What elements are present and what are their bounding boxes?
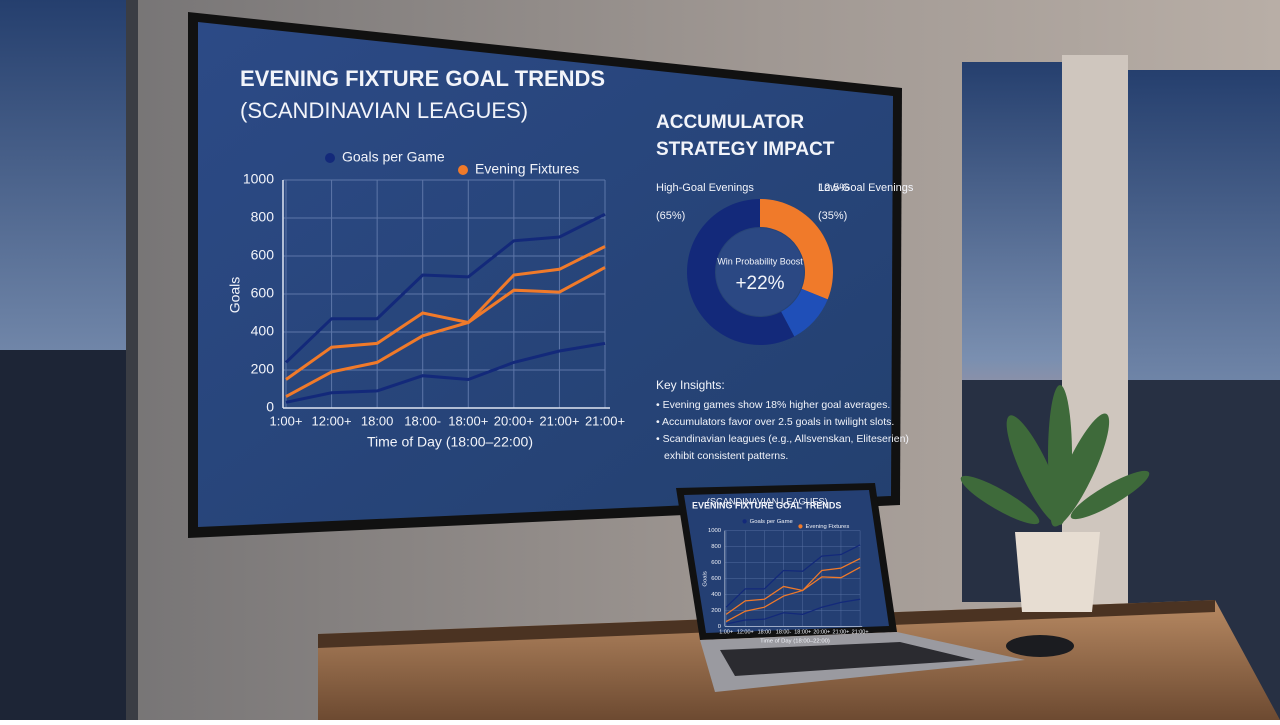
x-tick-label: 21:00+ <box>833 630 850 636</box>
series-line <box>725 566 861 623</box>
y-tick-label: 0 <box>718 624 722 630</box>
legend-marker <box>798 524 803 529</box>
x-tick-label: 21:00+ <box>539 413 579 428</box>
laptop-screen <box>684 490 889 633</box>
y-tick-label: 800 <box>711 544 722 550</box>
y-tick-label: 1000 <box>708 528 722 534</box>
x-tick-label: 18:00- <box>404 413 441 428</box>
y-tick-label: 600 <box>711 576 722 582</box>
series-line <box>725 544 861 608</box>
y-tick-label: 400 <box>251 323 275 339</box>
y-axis-label: Goals <box>227 277 243 314</box>
tv-content: EVENING FIXTURE GOAL TRENDS (SCANDINAVIAN… <box>227 66 914 462</box>
y-tick-label: 600 <box>711 560 722 566</box>
series-line <box>725 598 861 625</box>
series-line <box>285 245 606 381</box>
y-tick-label: 0 <box>266 399 274 415</box>
x-tick-label: 18:00+ <box>794 630 811 636</box>
x-tick-label: 18:00+ <box>448 413 488 428</box>
insight-item: • Scandinavian leagues (e.g., Allsvenska… <box>656 433 909 445</box>
plant <box>960 385 1150 527</box>
insights-title: Key Insights: <box>656 378 725 392</box>
y-tick-label: 200 <box>711 608 722 614</box>
slice-value-label: (35%) <box>818 210 847 222</box>
y-tick-label: 600 <box>251 285 275 301</box>
insight-item: exhibit consistent patterns. <box>664 450 788 462</box>
insight-item: • Accumulators favor over 2.5 goals in t… <box>656 416 894 428</box>
slice-label: Low-Goal Evenings <box>818 182 914 194</box>
plant-pot <box>1015 532 1100 612</box>
x-tick-label: 20:00+ <box>813 630 830 636</box>
x-tick-label: 21:00+ <box>852 630 869 636</box>
y-tick-label: 200 <box>251 361 275 377</box>
laptop-line-chart: (SCANDINAVIAN LEAGUES) Goals Time of Day (… <box>703 496 869 644</box>
legend-marker <box>325 153 335 163</box>
insights: Key Insights: • Evening games show 18% hi… <box>656 378 909 462</box>
series-line <box>725 557 861 615</box>
x-tick-label: 20:00+ <box>494 413 534 428</box>
chart-subtitle: (SCANDINAVIAN LEAGUES) <box>240 98 528 123</box>
x-axis-label: Time of Day (18:00–22:00) <box>367 434 533 450</box>
y-tick-label: 1000 <box>243 171 274 187</box>
x-tick-label: 12:00+ <box>737 630 754 636</box>
x-tick-label: 21:00+ <box>585 413 625 428</box>
y-tick-label: 800 <box>251 209 275 225</box>
slice-value-label: 12.5% <box>818 182 849 194</box>
donut-segment <box>760 199 834 300</box>
series-line <box>285 266 606 398</box>
y-tick-label: 600 <box>251 247 275 263</box>
tv-screen <box>198 22 893 527</box>
series-line <box>285 341 606 404</box>
legend-label: Goals per Game <box>750 519 793 525</box>
legend-label: Goals per Game <box>342 149 445 165</box>
y-axis-label: Goals <box>703 571 709 586</box>
slice-label: High-Goal Evenings <box>656 182 754 194</box>
donut-chart: ACCUMULATOR STRATEGY IMPACT Low-Goal Eveni… <box>656 112 914 346</box>
chart-title: EVENING FIXTURE GOAL TRENDS <box>240 66 605 91</box>
chart-subtitle: (SCANDINAVIAN LEAGUES) <box>707 496 828 506</box>
chart-subtitle: STRATEGY IMPACT <box>656 139 835 160</box>
x-tick-label: 18:00 <box>758 630 772 636</box>
legend-marker <box>742 519 747 524</box>
donut-segment <box>781 288 828 337</box>
x-tick-label: 18:00- <box>776 630 792 636</box>
slice-value-label: (65%) <box>656 210 685 222</box>
left-city <box>0 350 130 720</box>
laptop-keyboard <box>720 642 975 676</box>
center-label: Win Probability Boost <box>717 256 803 266</box>
legend-label: Evening Fixtures <box>806 524 850 530</box>
line-chart: EVENING FIXTURE GOAL TRENDS (SCANDINAVIAN… <box>227 66 625 450</box>
center-value: +22% <box>735 273 784 294</box>
legend-marker <box>458 165 468 175</box>
laptop-title: EVENING FIXTURE GOAL TRENDS <box>692 500 841 510</box>
window-frame <box>126 0 138 720</box>
x-tick-label: 1:00+ <box>270 413 303 428</box>
chart-title: ACCUMULATOR <box>656 112 804 133</box>
legend-label: Evening Fixtures <box>475 161 579 177</box>
y-tick-label: 400 <box>711 592 722 598</box>
donut-segment <box>686 199 795 346</box>
x-tick-label: 1:00+ <box>719 630 733 636</box>
series-line <box>284 212 606 364</box>
x-tick-label: 12:00+ <box>312 413 352 428</box>
donut-hole <box>716 228 804 316</box>
insight-item: • Evening games show 18% higher goal ave… <box>656 399 890 411</box>
x-tick-label: 18:00 <box>361 413 394 428</box>
mouse <box>1006 635 1074 657</box>
x-axis-label: Time of Day (18:00–22:00) <box>760 639 830 645</box>
